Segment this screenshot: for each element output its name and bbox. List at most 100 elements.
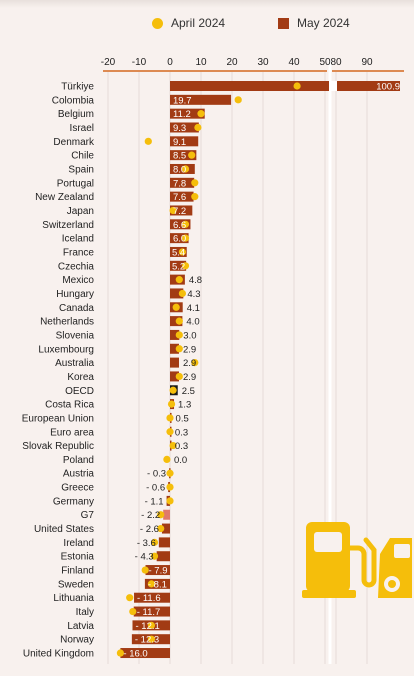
may-bar — [170, 150, 197, 161]
may-bar-icon — [278, 17, 289, 29]
value-label: - 8.1 — [148, 579, 167, 590]
value-label: 4.8 — [189, 275, 202, 286]
may-bar — [170, 288, 184, 299]
value-label: - 2.2 — [141, 510, 160, 521]
value-label: - 3.6 — [137, 538, 156, 549]
category-label: Euro area — [50, 427, 94, 438]
category-label: Austria — [63, 469, 95, 480]
value-label: 7.8 — [173, 178, 186, 189]
april-marker — [166, 497, 174, 505]
april-marker — [175, 317, 183, 325]
april-marker — [188, 151, 196, 159]
april-marker — [172, 303, 180, 311]
april-marker — [169, 441, 177, 450]
may-bar — [145, 565, 170, 576]
category-label: Mexico — [62, 275, 94, 286]
category-label: Hungary — [56, 289, 94, 300]
category-label: Spain — [68, 164, 94, 175]
category-label: Italy — [76, 607, 94, 618]
value-label: 3.0 — [183, 330, 196, 341]
category-label: Poland — [63, 455, 94, 466]
value-labels: 100.9 19.7 11.2 9.3 9.1 8.5 8.0 7.8 7.6 7.2 6.6 6.0… — [123, 82, 400, 660]
april-marker — [175, 331, 183, 339]
value-label: - 4.3 — [135, 552, 154, 563]
category-label: Denmark — [53, 137, 95, 148]
value-label: - 12.1 — [135, 621, 159, 632]
may-bar — [133, 606, 170, 617]
value-label: 0.0 — [174, 455, 187, 466]
category-label: Türkiye — [61, 82, 94, 93]
april-marker — [175, 276, 183, 284]
april-marker — [191, 193, 199, 201]
may-bar — [134, 592, 170, 603]
category-label: Sweden — [58, 579, 94, 590]
x-tick-label: 90 — [361, 57, 373, 68]
category-label: Israel — [70, 123, 94, 134]
may-bar — [170, 205, 193, 216]
category-label: European Union — [22, 413, 94, 424]
april-marker — [197, 110, 205, 118]
category-label: Japan — [67, 206, 94, 217]
value-label: 0.5 — [176, 413, 189, 424]
category-label: Chile — [71, 151, 94, 162]
category-label: Ireland — [63, 538, 94, 549]
value-label: 1.3 — [178, 400, 191, 411]
category-label: Netherlands — [40, 317, 94, 328]
value-label: - 0.6 — [146, 483, 165, 494]
category-label: United Kingdom — [23, 649, 94, 660]
legend-item-may: May 2024 — [278, 16, 350, 30]
april-marker — [181, 220, 190, 228]
may-bar — [170, 191, 194, 202]
april-marker — [129, 607, 137, 616]
april-marker — [169, 206, 177, 215]
may-bar — [161, 523, 170, 534]
may-bar — [170, 246, 187, 257]
may-bar — [170, 343, 179, 354]
may-bar — [170, 94, 232, 105]
x-tick-label: 30 — [257, 57, 269, 68]
value-label: - 16.0 — [123, 649, 147, 660]
value-label: 0.3 — [175, 427, 188, 438]
april-markers — [116, 82, 301, 657]
x-tick-label: 40 — [288, 57, 300, 68]
value-label: 2.5 — [182, 386, 195, 397]
may-bar — [170, 136, 199, 147]
x-tick-label: 20 — [226, 57, 238, 68]
april-marker — [191, 359, 199, 367]
category-label: Slovenia — [56, 330, 95, 341]
may-bar — [156, 551, 170, 562]
x-tick-label: 0 — [167, 57, 173, 68]
april-marker — [194, 123, 202, 132]
may-bar — [170, 260, 187, 271]
x-tick-label: 10 — [195, 57, 207, 68]
value-label: - 11.6 — [137, 593, 161, 604]
category-label: Norway — [60, 635, 94, 646]
value-label: 4.1 — [187, 303, 200, 314]
may-bar — [170, 219, 191, 230]
category-label: OECD — [65, 386, 94, 397]
category-label: New Zealand — [35, 192, 94, 203]
category-label: France — [63, 247, 95, 258]
april-marker — [166, 469, 174, 477]
may-bar — [170, 108, 205, 119]
category-label: Germany — [53, 496, 94, 507]
may-bar — [144, 578, 170, 589]
value-label: 4.0 — [186, 317, 199, 328]
april-marker — [175, 372, 183, 381]
april-marker — [147, 580, 155, 588]
april-marker — [150, 552, 159, 560]
may-bar — [120, 648, 170, 659]
value-label: - 12.3 — [135, 635, 159, 646]
april-marker — [166, 428, 174, 436]
category-label: Latvia — [67, 621, 94, 632]
may-bar — [170, 81, 400, 91]
may-bar — [170, 329, 180, 340]
category-label: Costa Rica — [45, 400, 94, 411]
value-label: - 2.6 — [140, 524, 159, 535]
category-label: Canada — [59, 303, 94, 314]
value-label: - 7.9 — [149, 566, 168, 577]
value-label: 5.2 — [172, 261, 185, 272]
value-label: 2.9 — [183, 344, 196, 355]
april-marker — [157, 511, 165, 519]
category-label: Portugal — [57, 178, 94, 189]
